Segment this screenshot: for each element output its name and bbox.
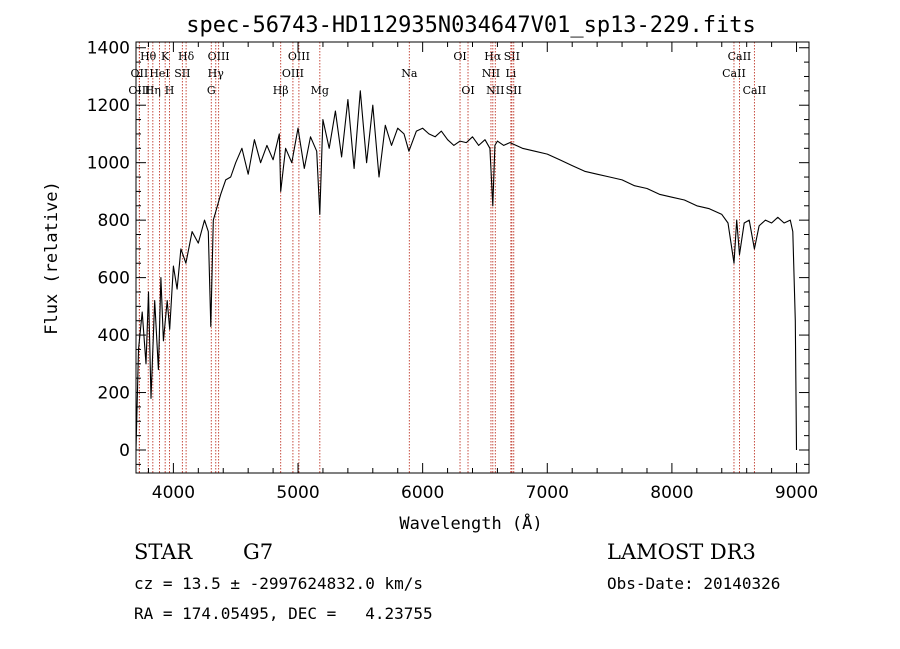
subclass: G7 [243, 540, 274, 564]
y-tick-label: 200 [98, 384, 130, 404]
spectral-line-label: CaII [722, 67, 746, 80]
object-class: STAR [134, 540, 193, 564]
spectral-line-label: Hη [145, 84, 161, 97]
spectral-line-label: Hα [484, 50, 502, 63]
y-tick-label: 400 [98, 326, 130, 346]
spectral-line-label: Na [401, 67, 418, 80]
redshift-line: cz = 13.5 ± -2997624832.0 km/s [134, 574, 423, 593]
radec-line: RA = 174.05495, DEC = 4.23755 [134, 604, 433, 623]
spectral-line-label: G [207, 84, 216, 97]
spectral-line-label: Hγ [208, 67, 225, 80]
y-tick-label: 0 [119, 441, 130, 461]
spectral-line-label: SII [506, 84, 522, 97]
spectral-line-label: HeI [149, 67, 169, 80]
spectral-line-label: Mg [311, 84, 329, 97]
obs-date: Obs-Date: 20140326 [607, 574, 781, 593]
axes-layer: 4000 5000 6000 7000 8000 9000 0 200 400 600 800 100… [87, 39, 818, 503]
y-axis-label: Flux (relative) [42, 181, 62, 335]
x-tick-label: 8000 [650, 483, 693, 503]
spectral-line-label: K [161, 50, 170, 63]
flux-series-line [135, 90, 798, 451]
spectral-line-label: NII [482, 67, 500, 80]
spectral-line-label: NII [486, 84, 504, 97]
series-layer [135, 90, 798, 451]
x-axis-label: Wavelength (Å) [399, 512, 542, 534]
spectral-line-label: OIII [282, 67, 304, 80]
y-tick-label: 600 [98, 269, 130, 289]
spectral-line-label: CaII [728, 50, 752, 63]
x-tick-label: 5000 [276, 483, 319, 503]
spectral-line-label: OIII [288, 50, 310, 63]
x-tick-label: 7000 [526, 483, 569, 503]
chart-title: spec-56743-HD112935N034647V01_sp13-229.f… [186, 13, 756, 38]
y-tick-label: 800 [98, 211, 130, 231]
spectral-line-label: Li [505, 67, 516, 80]
y-tick-label: 1400 [87, 39, 130, 59]
spectral-line-label: SII [174, 67, 190, 80]
x-tick-label: 6000 [401, 483, 444, 503]
spectral-line-label: OI [461, 84, 474, 97]
spectral-line-label: H [165, 84, 175, 97]
survey-name: LAMOST DR3 [607, 540, 756, 564]
spectral-line-label: CaII [743, 84, 767, 97]
x-tick-label: 9000 [775, 483, 818, 503]
x-tick-label: 4000 [152, 483, 195, 503]
y-tick-label: 1200 [87, 96, 130, 116]
y-tick-label: 1000 [87, 154, 130, 174]
spectral-line-label: OIII [208, 50, 230, 63]
spectral-line-label: Hβ [273, 84, 289, 97]
spectral-line-label: Hδ [178, 50, 195, 63]
plot-frame [135, 41, 810, 474]
spectral-line-label: Hθ [140, 50, 157, 63]
spectral-line-label: OI [453, 50, 466, 63]
spectral-line-label: SII [504, 50, 520, 63]
